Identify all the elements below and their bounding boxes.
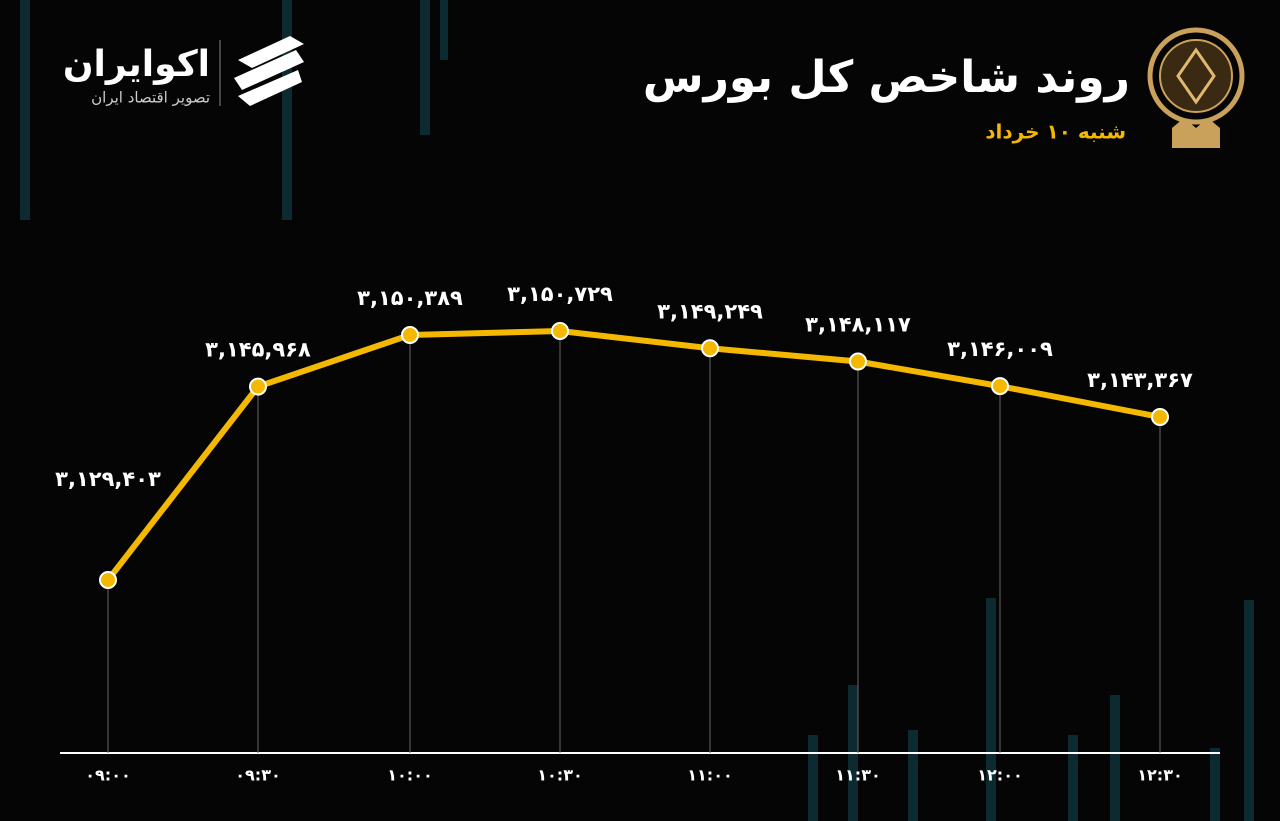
value-label: ۳,۱۴۳,۳۶۷ [1087, 368, 1193, 392]
point [1151, 407, 1169, 426]
x-tick-label: ۱۲:۰۰ [977, 766, 1022, 785]
x-tick-label: ۰۹:۳۰ [235, 766, 280, 785]
value-label: ۳,۱۲۹,۴۰۳ [55, 467, 161, 491]
point [401, 325, 419, 344]
point [849, 352, 867, 371]
point [551, 322, 569, 340]
brand-tagline: تصویر اقتصاد ایران [91, 89, 210, 107]
value-label: ۳,۱۴۵,۹۶۸ [205, 338, 311, 362]
logo: اکوایران تصویر اقتصاد ایران [63, 36, 304, 107]
line [105, 328, 1161, 582]
value-label: ۳,۱۴۸,۱۱۷ [805, 312, 911, 336]
x-tick-label: ۱۲:۳۰ [1137, 766, 1182, 785]
value-label: ۳,۱۴۹,۲۴۹ [657, 299, 763, 323]
value-label: ۳,۱۵۰,۳۸۹ [357, 286, 463, 310]
chart-subtitle: شنبه ۱۰ خرداد [985, 120, 1126, 144]
x-tick-label: ۱۰:۰۰ [387, 766, 432, 785]
logo-mark [234, 36, 304, 106]
x-tick-label: ۱۰:۳۰ [537, 766, 582, 785]
chart-title: روند شاخص کل بورس [643, 52, 1130, 103]
value-label: ۳,۱۴۶,۰۰۹ [947, 337, 1053, 361]
x-tick-label: ۰۹:۰۰ [85, 766, 130, 785]
value-label: ۳,۱۵۰,۷۲۹ [507, 282, 613, 306]
point [991, 377, 1009, 396]
x-tick-label: ۱۱:۰۰ [687, 766, 732, 785]
brand-name: اکوایران [63, 44, 210, 85]
point [249, 377, 267, 396]
emblem [1147, 27, 1245, 148]
x-tick-label: ۱۱:۳۰ [835, 766, 880, 785]
point [99, 571, 117, 589]
point [701, 339, 719, 358]
